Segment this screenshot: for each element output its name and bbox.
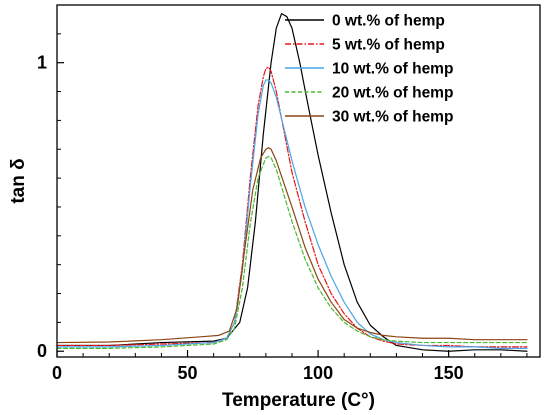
legend-label: 10 wt.% of hemp (332, 61, 453, 78)
series-line-3 (56, 155, 528, 349)
series-line-0 (56, 13, 528, 352)
plot-frame (56, 4, 541, 358)
x-tick-label: 150 (434, 363, 464, 383)
legend-item: 10 wt.% of hemp (285, 61, 453, 78)
series-line-2 (56, 79, 528, 349)
legend-label: 5 wt.% of hemp (332, 37, 445, 54)
y-tick-label: 0 (37, 341, 47, 361)
x-tick-label: 100 (303, 363, 333, 383)
legend-label: 0 wt.% of hemp (332, 13, 445, 30)
x-axis-title: Temperature (C°) (222, 390, 375, 411)
y-tick-label: 1 (37, 53, 47, 73)
x-axis: 0 50 100 150 (52, 350, 528, 383)
legend-label: 30 wt.% of hemp (332, 109, 453, 126)
legend-item: 20 wt.% of hemp (285, 85, 453, 102)
y-axis: 01 (37, 33, 64, 361)
x-tick-label: 0 (52, 363, 62, 383)
legend: 0 wt.% of hemp 5 wt.% of hemp 10 wt.% of h… (285, 13, 453, 126)
legend-item: 5 wt.% of hemp (285, 37, 445, 54)
legend-item: 30 wt.% of hemp (285, 109, 453, 126)
series-line-4 (56, 147, 528, 344)
y-axis-title: tan δ (8, 158, 29, 203)
legend-label: 20 wt.% of hemp (332, 85, 453, 102)
legend-item: 0 wt.% of hemp (285, 13, 445, 30)
series-layer (56, 13, 528, 352)
x-tick-label: 50 (178, 363, 198, 383)
